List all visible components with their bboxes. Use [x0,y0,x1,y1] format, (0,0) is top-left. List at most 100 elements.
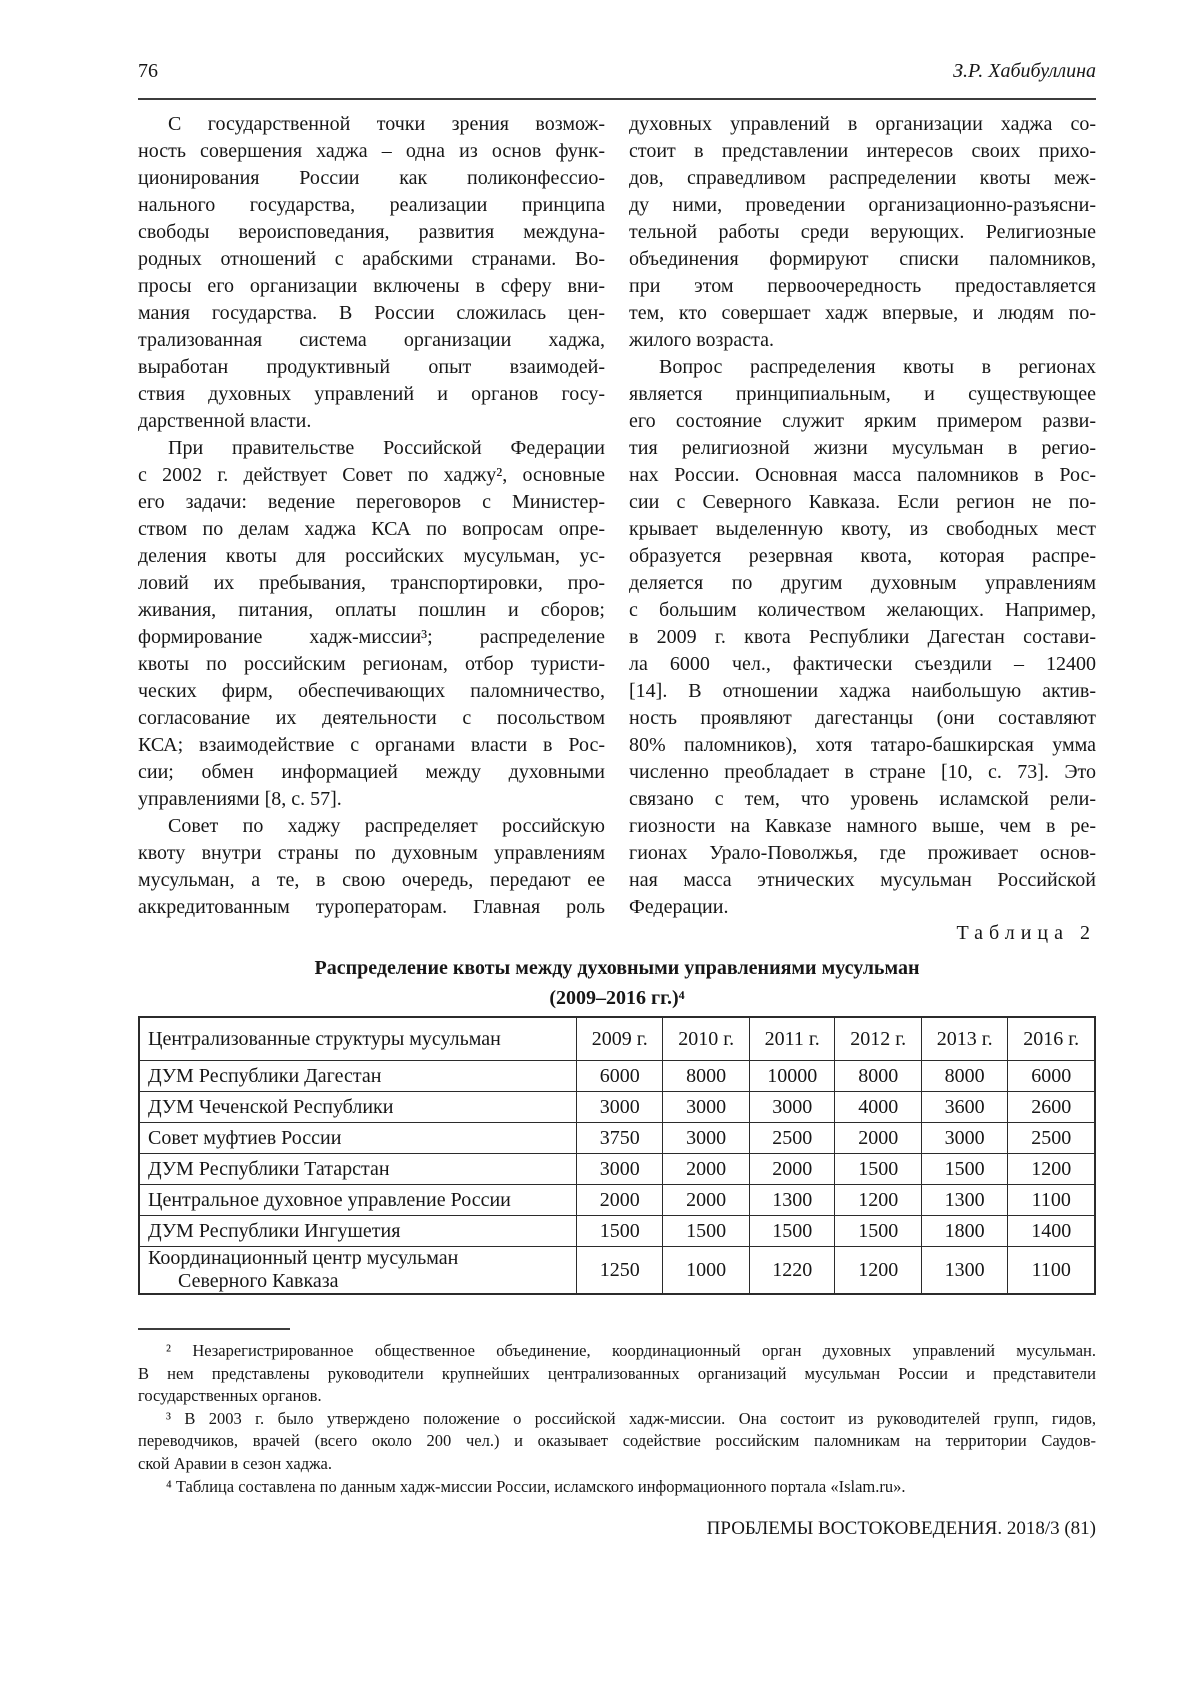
text-line: объединения формируют списки паломников, [629,248,1096,270]
body-column-right: духовных управлений в организации хаджа … [629,111,1096,921]
table-caption: Таблица 2 [956,922,1096,944]
table-cell-value: 1000 [662,1246,750,1295]
table-cell-value: 3000 [748,1091,836,1123]
text-line: жилого возраста. [629,329,775,351]
text-line: свободы вероисповедания, развития междун… [138,221,605,243]
table-body: ДУМ Республики Дагестан 6000 8000 10000 8000… [138,1060,1096,1295]
text-line: мания государства. В России сложилась це… [138,302,605,324]
table-cell-value: 1500 [662,1215,750,1247]
text-line: стоит в представлении интересов своих пр… [629,140,1096,162]
table-cell-value: 6000 [575,1060,664,1092]
text-line: ской Аравии в сезон хаджа. [138,1453,332,1473]
table-cell-value: 2500 [1007,1122,1096,1154]
table-cell-structure: Координационный центр мусульман Северного… [138,1246,577,1295]
structure-name-line: ДУМ Республики Дагестан [148,1064,382,1087]
text-line: При правительстве Российской Федерации [168,437,605,459]
text-line: духовных управлений в организации хаджа … [629,113,1096,135]
table-cell-value: 1200 [834,1184,922,1216]
text-line: ность совершения хаджа – одна из основ ф… [138,140,605,162]
text-line: В нем представлены руководители крупнейш… [138,1363,1096,1383]
table-cell-value: 2000 [662,1153,750,1185]
text-line: ⁴ Таблица составлена по данным хадж-мисс… [166,1476,906,1496]
text-line: государственных органов. [138,1386,322,1406]
text-line: дов, справедливом распределении квоты ме… [629,167,1096,189]
text-line: [14]. В отношении хаджа наибольшую актив… [629,680,1096,702]
table-cell-structure: ДУМ Чеченской Республики [138,1091,577,1123]
text-line: деляется по другим духовным управлениям [629,572,1096,594]
text-line: образуется резервная квота, которая расп… [629,545,1096,567]
text-line: Вопрос распределения квоты в регионах [659,356,1096,378]
text-line: Федерации. [629,896,729,918]
table-cell-value: 1500 [834,1153,922,1185]
text-line: ² Незарегистрированное общественное объе… [166,1341,1096,1360]
text-line: управлениями [8, с. 57]. [138,788,342,810]
table-cell-value: 3000 [920,1122,1009,1154]
table-header-year: 2013 г. [920,1016,1009,1061]
text-line: 80% паломников), хотя татаро-башкирская … [629,734,1096,756]
text-line: его задачи: ведение переговоров с Минист… [138,491,605,513]
text-line: С государственной точки зрения возмож- [168,113,605,135]
text-line: в 2009 г. квота Республики Дагестан сост… [629,626,1096,648]
header-rule [138,98,1096,100]
table-cell-value: 1200 [1007,1153,1096,1185]
text-line: ловий их пребывания, транспортировки, пр… [138,572,605,594]
footnote-rule [138,1328,290,1330]
table-cell-value: 1220 [748,1246,836,1295]
table-cell-value: 3600 [920,1091,1009,1123]
text-line: ность проявляют дагестанцы (они составля… [629,707,1096,729]
table-cell-value: 8000 [834,1060,922,1092]
structure-name-line: Координационный центр мусульман [148,1247,459,1269]
text-line: живания, питания, оплаты пошлин и сборов… [138,599,605,621]
table-cell-value: 1100 [1007,1246,1096,1295]
body-column-left: С государственной точки зрения возмож-но… [138,111,605,921]
table-cell-structure: Центральное духовное управление России [138,1184,577,1216]
text-line: аккредитованным туроператорам. Главная р… [138,896,605,918]
text-line: трализованная система организации хаджа, [138,329,605,351]
table-cell-value: 3000 [575,1153,664,1185]
page-header: 76 З.Р. Хабибуллина [138,60,1096,83]
table-cell-value: 3750 [575,1122,664,1154]
structure-name-line: Совет муфтиев России [148,1126,342,1149]
table-cell-value: 2000 [575,1184,664,1216]
text-line: ³ В 2003 г. было утверждено положение о … [166,1408,1096,1428]
table-cell-value: 1200 [834,1246,922,1295]
text-line: квоту внутри страны по духовным управлен… [138,842,605,864]
text-line: согласование их деятельности с посольств… [138,707,605,729]
text-line: ная масса этнических мусульман Российско… [629,869,1096,891]
structure-name-line: ДУМ Республики Татарстан [148,1157,390,1180]
table-cell-value: 1500 [575,1215,664,1247]
text-line: нах России. Основная масса паломников в … [629,464,1096,486]
structure-name-line: ДУМ Чеченской Республики [148,1095,394,1118]
structure-name-line: ДУМ Республики Ингушетия [148,1219,401,1242]
table-header-year: 2010 г. [662,1016,750,1061]
text-line: его состояние служит ярким примером разв… [629,410,1096,432]
table-row: ДУМ Республики Дагестан 6000 8000 10000 8000… [138,1060,1096,1092]
text-line: ду ними, проведении организационно-разъя… [629,194,1096,216]
table-cell-value: 8000 [662,1060,750,1092]
text-line: сии; обмен информацией между духовными [138,761,605,783]
table-row: Координационный центр мусульман Северного… [138,1246,1096,1295]
text-line: с большим количеством желающих. Например… [629,599,1096,621]
quota-table: Централизованные структуры мусульман 2009… [138,1016,1096,1295]
text-line: тельной работы среди верующих. Религиозн… [629,221,1096,243]
table-cell-value: 10000 [748,1060,836,1092]
table-cell-value: 1800 [920,1215,1009,1247]
table-title-line: Распределение квоты между духовными упра… [314,957,920,979]
table-cell-value: 3000 [575,1091,664,1123]
table-row: Совет муфтиев России 3750 3000 2500 2000 3000… [138,1122,1096,1154]
table-cell-value: 1300 [920,1184,1009,1216]
table-cell-value: 2600 [1007,1091,1096,1123]
table-cell-value: 1250 [575,1246,664,1295]
table-header-year: 2011 г. [748,1016,836,1061]
text-line: крывает выделенную квоту, из свободных м… [629,518,1096,540]
table-header-year: 2012 г. [834,1016,922,1061]
table-cell-structure: Совет муфтиев России [138,1122,577,1154]
table-cell-value: 1300 [748,1184,836,1216]
table-cell-value: 3000 [662,1091,750,1123]
table-cell-structure: ДУМ Республики Дагестан [138,1060,577,1092]
text-line: при этом первоочередность предоставляетс… [629,275,1096,297]
text-line: квоты по российским регионам, отбор тури… [138,653,605,675]
text-line: тия религиозной жизни мусульман в регио- [629,437,1096,459]
text-line: переводчиков, врачей (всего около 200 че… [138,1431,1096,1451]
